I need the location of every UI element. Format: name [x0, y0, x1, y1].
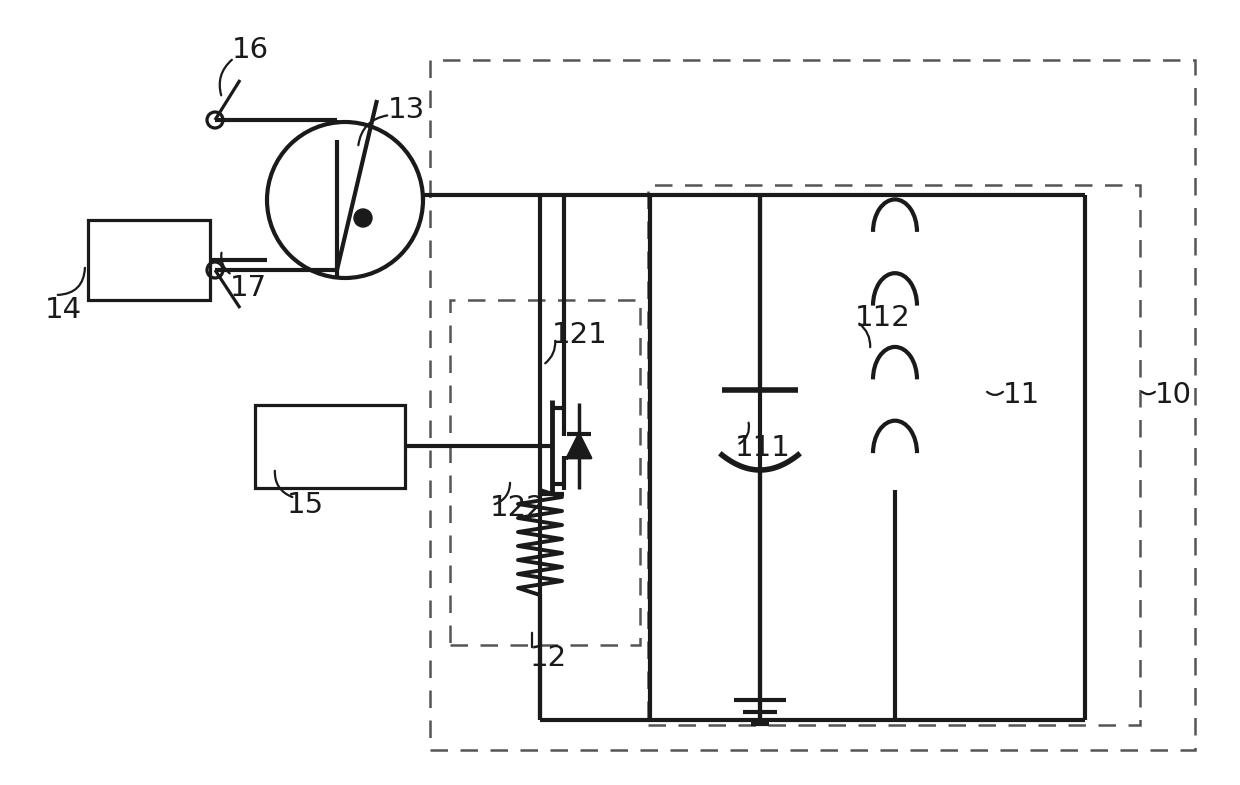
- Bar: [649, 185, 1140, 725]
- Text: 13: 13: [388, 96, 425, 124]
- Bar: [255, 405, 405, 488]
- Bar: [88, 220, 210, 300]
- Circle shape: [353, 209, 372, 227]
- Text: 16: 16: [232, 36, 269, 64]
- Text: 122: 122: [490, 494, 546, 522]
- Text: 14: 14: [45, 296, 82, 324]
- Text: 111: 111: [735, 434, 791, 462]
- Text: 10: 10: [1154, 381, 1192, 409]
- Polygon shape: [567, 434, 591, 458]
- Bar: [450, 300, 640, 645]
- Text: 112: 112: [856, 304, 910, 332]
- Text: 15: 15: [286, 491, 324, 519]
- Bar: [430, 60, 1195, 750]
- Text: 12: 12: [529, 644, 567, 672]
- Text: 17: 17: [229, 274, 267, 302]
- Text: 121: 121: [552, 321, 608, 349]
- Text: 11: 11: [1003, 381, 1040, 409]
